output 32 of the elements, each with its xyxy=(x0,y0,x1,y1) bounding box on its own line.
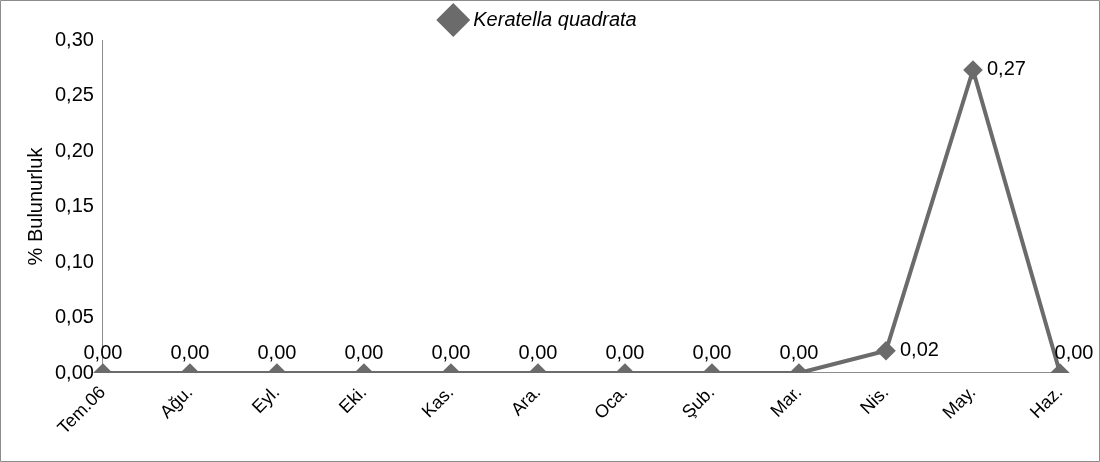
data-label: 0,00 xyxy=(83,340,123,363)
y-tick-label: 0,00 xyxy=(54,360,94,383)
x-tick-label: Haz. xyxy=(1026,381,1067,423)
data-label: 0,00 xyxy=(692,340,732,363)
x-tick-label: Eyl. xyxy=(247,381,284,418)
data-label: 0,00 xyxy=(170,340,210,363)
data-label: 0,02 xyxy=(899,338,939,361)
x-tick-label: May. xyxy=(938,381,980,423)
data-label: 0,00 xyxy=(431,340,471,363)
x-tick-label: Şub. xyxy=(677,381,719,423)
data-label: 0,00 xyxy=(1054,340,1094,363)
y-tick-label: 0,25 xyxy=(54,83,94,106)
data-label: 0,00 xyxy=(257,340,297,363)
x-tick-label: Oca. xyxy=(590,381,632,423)
y-tick-label: 0,15 xyxy=(54,194,94,217)
data-label: 0,00 xyxy=(344,340,384,363)
x-tick-label: Kas. xyxy=(417,381,458,422)
x-tick-label: Eki. xyxy=(334,381,371,418)
data-label: 0,00 xyxy=(605,340,645,363)
x-tick-label: Nis. xyxy=(856,381,893,418)
y-tick-label: 0,05 xyxy=(54,305,94,328)
y-axis-title: % Bulunurluk xyxy=(23,146,46,266)
x-tick-label: Ara. xyxy=(506,381,545,420)
y-tick-label: 0,10 xyxy=(54,249,94,272)
y-tick-label: 0,20 xyxy=(54,138,94,161)
x-tick-label: Mar. xyxy=(766,381,806,421)
data-label: 0,27 xyxy=(986,57,1026,80)
data-label: 0,00 xyxy=(518,340,558,363)
legend-label: Keratella quadrata xyxy=(473,7,637,30)
x-tick-label: Ağu. xyxy=(155,381,197,423)
y-tick-label: 0,30 xyxy=(54,27,94,50)
data-label: 0,00 xyxy=(779,340,819,363)
